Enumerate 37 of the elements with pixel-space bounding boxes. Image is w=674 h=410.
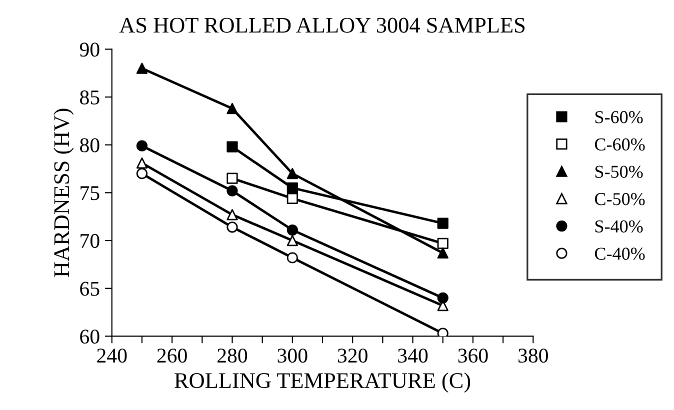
x-tick-label: 360: [458, 348, 488, 363]
y-tick-label: 75: [80, 186, 100, 200]
y-tick-label: 90: [80, 42, 100, 57]
point: [286, 168, 298, 180]
x-tick-label: 340: [398, 348, 428, 363]
chart-title: AS HOT ROLLED ALLOY 3004 SAMPLES: [119, 18, 525, 33]
y-tick-label: 65: [80, 282, 100, 296]
point: [226, 141, 238, 152]
x-tick-label: 240: [97, 348, 127, 363]
point: [136, 62, 148, 74]
x-tick-label: 320: [338, 348, 368, 363]
point: [437, 238, 448, 249]
legend-label: C-40%: [594, 248, 645, 260]
x-tick-label: 380: [518, 348, 548, 363]
point: [437, 218, 448, 229]
point: [286, 192, 298, 204]
y-tick-label: 70: [80, 234, 100, 248]
y-tick-label: 80: [80, 138, 100, 152]
legend-label: S-40%: [595, 220, 643, 233]
point: [226, 102, 238, 114]
legend-label: C-50%: [594, 193, 645, 206]
point: [136, 157, 148, 169]
point: [286, 234, 298, 246]
legend-label: C-60%: [594, 138, 645, 151]
y-tick-label: 60: [80, 330, 100, 344]
x-tick-label: 300: [278, 348, 308, 363]
legend-label: S-60%: [595, 111, 643, 124]
legend-label: S-50%: [595, 166, 643, 178]
y-tick-label: 85: [80, 90, 100, 104]
x-axis-title: ROLLING TEMPERATURE (C): [174, 372, 470, 393]
x-tick-label: 280: [218, 348, 248, 363]
point: [226, 209, 238, 220]
y-axis-title: HARDNESS (HV): [54, 108, 74, 277]
point: [437, 247, 448, 259]
point: [226, 172, 238, 184]
point: [286, 182, 298, 194]
x-tick-label: 260: [157, 348, 187, 363]
